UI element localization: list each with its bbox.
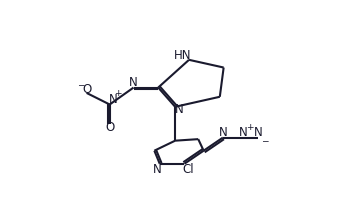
Text: HN: HN xyxy=(174,49,192,62)
Text: +: + xyxy=(115,89,122,98)
Text: N: N xyxy=(238,126,247,139)
Text: O: O xyxy=(82,83,91,96)
Text: −: − xyxy=(262,136,269,145)
Text: N: N xyxy=(108,93,117,106)
Text: N: N xyxy=(153,163,162,176)
Text: O: O xyxy=(105,121,114,134)
Text: N: N xyxy=(254,126,263,139)
Text: N: N xyxy=(129,76,138,89)
Text: N: N xyxy=(219,126,227,139)
Text: −: − xyxy=(77,80,84,89)
Text: Cl: Cl xyxy=(183,164,194,177)
Text: +: + xyxy=(246,123,254,132)
Text: N: N xyxy=(175,103,183,116)
